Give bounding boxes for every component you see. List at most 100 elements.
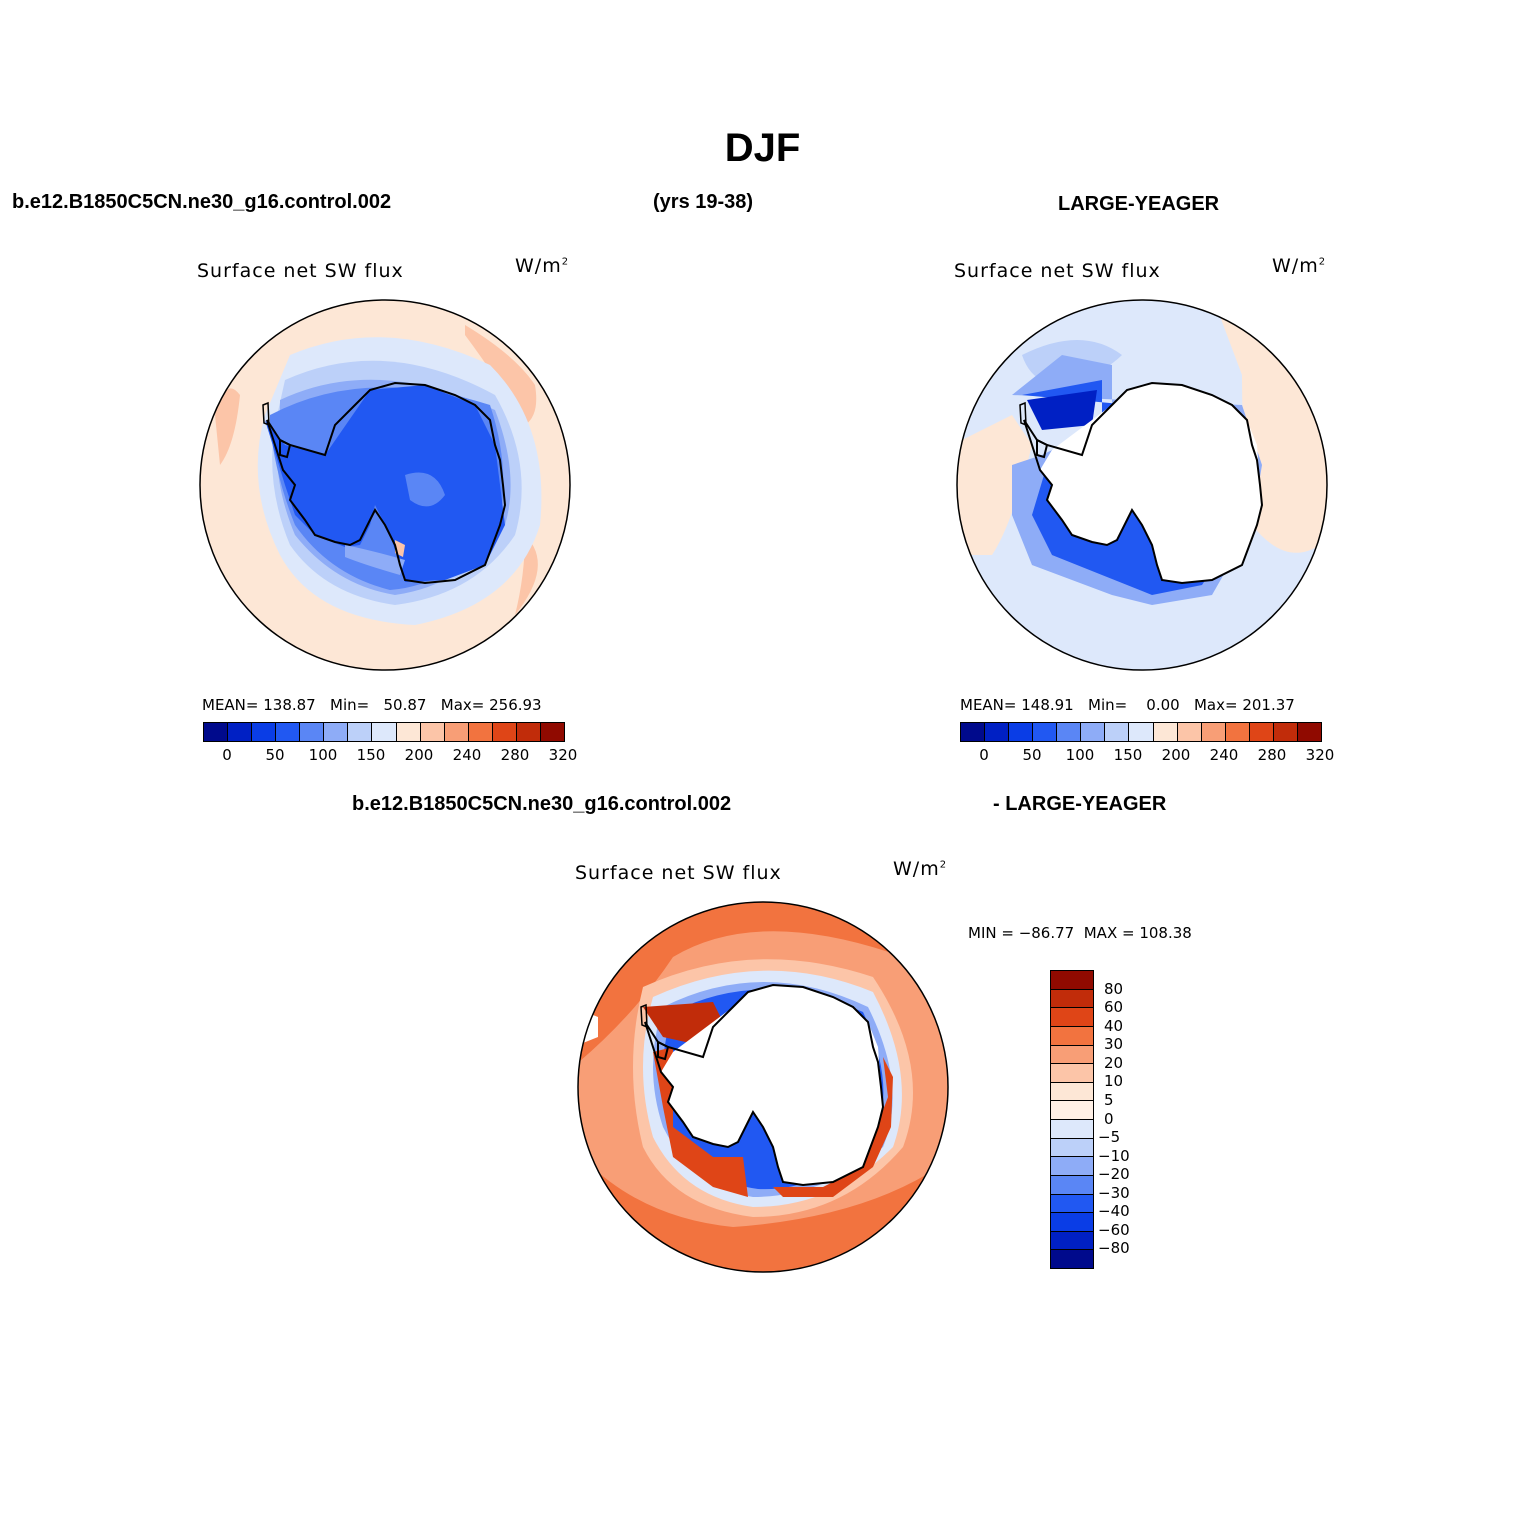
- diff-colorbar: [1050, 970, 1094, 1269]
- colorbar-swatch: [420, 723, 445, 741]
- colorbar-level-label: −80: [1098, 1239, 1130, 1258]
- obs-name-label: LARGE-YEAGER: [1058, 193, 1220, 215]
- colorbar-tick-label: 150: [1113, 746, 1143, 764]
- colorbar-swatch: [985, 723, 1010, 741]
- colorbar-level-label: 20: [1104, 1053, 1124, 1072]
- colorbar-swatch: [300, 723, 325, 741]
- diff-title-right: - LARGE-YEAGER: [993, 793, 1167, 815]
- colorbar-swatch: [1051, 1101, 1093, 1120]
- colorbar-swatch: [396, 723, 421, 741]
- colorbar-swatch: [1129, 723, 1154, 741]
- colorbar-swatch: [1009, 723, 1034, 741]
- colorbar-swatch: [1051, 1231, 1093, 1251]
- colorbar-swatch: [204, 723, 229, 741]
- colorbar-level-label: 30: [1104, 1035, 1124, 1054]
- colorbar-swatch: [1081, 723, 1106, 741]
- colorbar-swatch: [1201, 723, 1226, 741]
- figure-title: DJF: [724, 126, 801, 170]
- colorbar-tick-label: 320: [548, 746, 578, 764]
- panel2-polar-map: [956, 299, 1328, 671]
- colorbar-swatch: [468, 723, 493, 741]
- colorbar-swatch: [348, 723, 373, 741]
- colorbar-level-label: −40: [1098, 1202, 1130, 1221]
- colorbar-tick-label: 150: [356, 746, 386, 764]
- colorbar-swatch: [1051, 1045, 1093, 1065]
- colorbar-swatch: [1057, 723, 1082, 741]
- colorbar-level-label: 40: [1104, 1016, 1124, 1035]
- diff-polar-map: [577, 901, 949, 1273]
- diff-units-label: W/m2: [893, 858, 948, 880]
- panel1-units-label: W/m2: [515, 255, 570, 277]
- colorbar-swatch: [540, 723, 564, 741]
- panel1-colorbar: [203, 722, 565, 742]
- colorbar-swatch: [1051, 1250, 1093, 1268]
- colorbar-swatch: [1051, 1138, 1093, 1158]
- panel2-units-label: W/m2: [1272, 255, 1327, 277]
- colorbar-swatch: [1033, 723, 1058, 741]
- diff-colorbar-labels: 80 60 40 30 20 10 5 0 −5 −10 −20 −30 −40 −60 −80: [1094, 970, 1154, 1267]
- colorbar-swatch: [444, 723, 469, 741]
- colorbar-swatch: [1051, 1175, 1093, 1195]
- years-label: (yrs 19-38): [653, 191, 754, 213]
- panel1-stats: MEAN= 138.87 Min= 50.87 Max= 256.93: [202, 696, 542, 714]
- colorbar-tick-label: 240: [1209, 746, 1239, 764]
- colorbar-level-label: −60: [1098, 1220, 1130, 1239]
- colorbar-tick-label: 200: [1161, 746, 1191, 764]
- colorbar-swatch: [1051, 1008, 1093, 1027]
- colorbar-swatch: [1051, 1120, 1093, 1139]
- colorbar-level-label: −20: [1098, 1165, 1130, 1184]
- case-name-label: b.e12.B1850C5CN.ne30_g16.control.002: [12, 191, 392, 213]
- panel2-variable-label: Surface net SW flux: [954, 260, 1161, 282]
- diff-variable-label: Surface net SW flux: [575, 862, 782, 884]
- panel2-stats: MEAN= 148.91 Min= 0.00 Max= 201.37: [960, 696, 1295, 714]
- colorbar-swatch: [1051, 989, 1093, 1009]
- colorbar-level-label: 60: [1104, 998, 1124, 1017]
- colorbar-tick-label: 240: [452, 746, 482, 764]
- colorbar-swatch: [372, 723, 397, 741]
- colorbar-tick-label: 100: [308, 746, 338, 764]
- colorbar-tick-label: 50: [265, 746, 285, 764]
- panel1-polar-map: [199, 299, 571, 671]
- colorbar-swatch: [1051, 1064, 1093, 1083]
- colorbar-swatch: [1225, 723, 1250, 741]
- colorbar-level-label: 5: [1104, 1090, 1114, 1109]
- colorbar-swatch: [1249, 723, 1274, 741]
- panel2-colorbar-ticks: 0 50 100 150 200 240 280 320: [960, 746, 1334, 766]
- colorbar-level-label: −5: [1098, 1128, 1121, 1147]
- colorbar-swatch: [1105, 723, 1130, 741]
- colorbar-tick-label: 0: [979, 746, 989, 764]
- colorbar-swatch: [324, 723, 349, 741]
- colorbar-swatch: [228, 723, 253, 741]
- colorbar-tick-label: 200: [404, 746, 434, 764]
- colorbar-tick-label: 320: [1305, 746, 1335, 764]
- colorbar-swatch: [516, 723, 541, 741]
- colorbar-tick-label: 280: [1257, 746, 1287, 764]
- diff-minmax: MIN = −86.77 MAX = 108.38: [968, 924, 1192, 942]
- colorbar-swatch: [1051, 971, 1093, 990]
- colorbar-tick-label: 50: [1022, 746, 1042, 764]
- colorbar-level-label: 0: [1104, 1109, 1114, 1128]
- colorbar-swatch: [1273, 723, 1298, 741]
- colorbar-level-label: 80: [1104, 979, 1124, 998]
- colorbar-tick-label: 100: [1065, 746, 1095, 764]
- panel1-colorbar-ticks: 0 50 100 150 200 240 280 320: [203, 746, 577, 766]
- colorbar-tick-label: 280: [500, 746, 530, 764]
- colorbar-swatch: [1051, 1026, 1093, 1046]
- colorbar-swatch: [492, 723, 517, 741]
- colorbar-swatch: [1051, 1157, 1093, 1176]
- colorbar-swatch: [1177, 723, 1202, 741]
- colorbar-level-label: −10: [1098, 1146, 1130, 1165]
- colorbar-swatch: [252, 723, 277, 741]
- panel1-variable-label: Surface net SW flux: [197, 260, 404, 282]
- colorbar-level-label: −30: [1098, 1183, 1130, 1202]
- colorbar-swatch: [1297, 723, 1321, 741]
- colorbar-swatch: [1153, 723, 1178, 741]
- colorbar-swatch: [276, 723, 301, 741]
- colorbar-level-label: 10: [1104, 1072, 1124, 1091]
- colorbar-swatch: [1051, 1082, 1093, 1102]
- colorbar-tick-label: 0: [222, 746, 232, 764]
- colorbar-swatch: [961, 723, 986, 741]
- colorbar-swatch: [1051, 1213, 1093, 1232]
- colorbar-swatch: [1051, 1194, 1093, 1214]
- panel2-colorbar: [960, 722, 1322, 742]
